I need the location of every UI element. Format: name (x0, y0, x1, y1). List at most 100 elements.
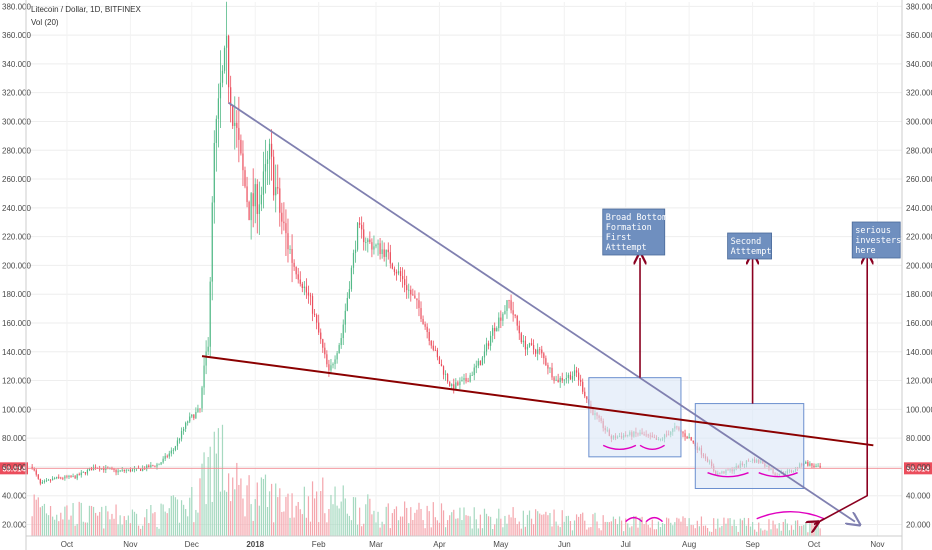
volume-bar (698, 526, 700, 536)
volume-bar (225, 491, 228, 536)
x-tick-label: Nov (123, 540, 137, 549)
volume-bar (140, 528, 142, 536)
volume-bar (475, 519, 477, 536)
candle-body (111, 468, 113, 470)
candle-body (275, 187, 277, 196)
volume-bar (447, 520, 449, 536)
candle-body (193, 414, 195, 419)
candle-body (64, 476, 66, 479)
volume-bar (223, 490, 226, 536)
candle-body (811, 463, 813, 466)
volume-bar (389, 528, 391, 536)
volume-bar (258, 505, 260, 536)
candle-body (373, 246, 375, 250)
volume-bar (43, 503, 46, 536)
volume-bar (297, 502, 299, 536)
candle-body (543, 353, 545, 359)
volume-bar (432, 502, 434, 536)
volume-bar (582, 512, 584, 536)
volume-bar (273, 522, 275, 536)
volume-bar (739, 518, 741, 536)
volume-bar (692, 525, 694, 536)
y-tick-label-right: 300.000 (906, 117, 932, 126)
volume-bar (373, 510, 375, 536)
volume-bar (719, 527, 721, 536)
candle-body (459, 381, 461, 386)
candle-body (365, 242, 367, 243)
candle-body (532, 345, 535, 350)
candle-body (189, 416, 191, 422)
x-tick-label: May (493, 540, 508, 549)
volume-bar (66, 505, 68, 536)
candle-body (492, 327, 494, 336)
volume-bar (453, 509, 455, 536)
candle-body (84, 472, 86, 474)
candle-body (187, 421, 189, 423)
candle-body (379, 243, 381, 255)
volume-bar (152, 513, 154, 536)
candle-body (260, 194, 262, 205)
volume-bar (782, 521, 784, 536)
volume-bar (635, 515, 637, 536)
volume-bar (221, 424, 224, 536)
volume-bar (539, 513, 541, 536)
y-tick-label-right: 280.000 (906, 146, 932, 155)
volume-bar (670, 522, 672, 536)
last-price-tag-left-text: 59.014 (3, 464, 27, 473)
candle-body (254, 184, 256, 207)
volume-bar (350, 520, 353, 536)
candle-body (146, 465, 148, 470)
note-second-attempt-box (727, 232, 772, 260)
x-tick-label: Feb (312, 540, 326, 549)
candle-body (461, 379, 463, 382)
volume-bar (496, 518, 498, 536)
candle-body (316, 315, 318, 323)
candle-body (180, 430, 183, 439)
volume-bar (535, 509, 537, 536)
candle-body (582, 381, 584, 392)
candle-body (160, 462, 162, 465)
volume-bar (805, 522, 807, 536)
volume-bar (256, 482, 258, 536)
volume-bar (381, 521, 383, 536)
candle-body (166, 455, 168, 457)
candle-body (526, 346, 529, 350)
volume-bar (115, 504, 117, 536)
volume-bar (764, 529, 766, 536)
candle-body (320, 332, 322, 340)
y-tick-label-left: 120.000 (2, 377, 31, 386)
volume-bar (31, 516, 33, 536)
volume-bar (625, 518, 627, 536)
candle-body (469, 375, 471, 382)
volume-bar (330, 494, 332, 536)
candle-body (819, 465, 821, 468)
volume-bar (49, 506, 52, 536)
volume-bar (217, 428, 220, 536)
candle-body (332, 363, 334, 366)
volume-bar (156, 526, 158, 536)
volume-bar (604, 521, 606, 536)
volume-bar (436, 520, 439, 536)
x-tick-label: Mar (369, 540, 383, 549)
volume-bar (686, 526, 688, 536)
volume-bar (811, 521, 813, 536)
candle-body (289, 248, 291, 250)
candle-body (322, 339, 324, 348)
candle-body (76, 474, 78, 479)
volume-bar (766, 530, 768, 536)
candle-body (393, 268, 396, 272)
candle-body (43, 481, 46, 483)
candle-body (563, 379, 565, 381)
volume-bar (305, 517, 308, 536)
candle-body (545, 358, 547, 366)
y-tick-label-left: 320.000 (2, 89, 31, 98)
candle-body (41, 482, 43, 484)
candle-body (217, 98, 220, 119)
x-tick-label: Nov (870, 540, 884, 549)
candle-body (397, 271, 400, 274)
candle-body (426, 326, 428, 333)
volume-bar (369, 498, 371, 536)
candle-body (90, 468, 93, 471)
candle-body (123, 469, 125, 471)
